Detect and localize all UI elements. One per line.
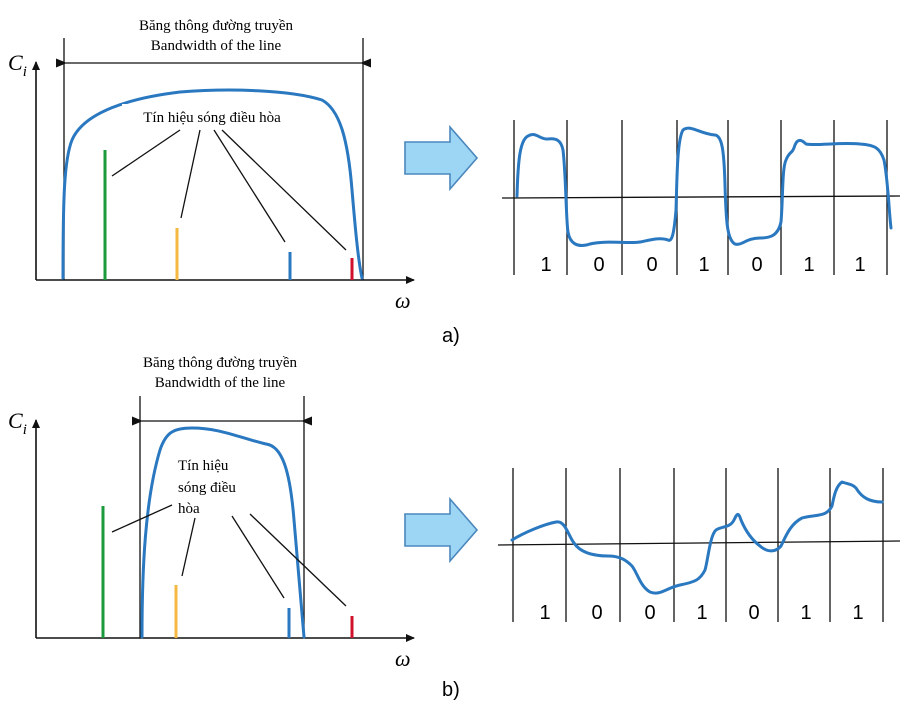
panel-b: Ci ω Băng thông đường truyền Bandwidth o…	[8, 355, 901, 701]
harmonics-label: Tín hiệu sóng điều hòa	[143, 110, 281, 126]
harmonics-label-bg	[122, 104, 302, 128]
bit-label: 0	[593, 254, 604, 276]
bit-label: 1	[800, 602, 811, 624]
bandwidth-title-en: Bandwidth of the line	[155, 375, 286, 391]
time-axis	[501, 195, 901, 199]
leader-line-2	[181, 517, 196, 577]
x-axis-label: ω	[395, 288, 411, 313]
bandwidth-title-vi: Băng thông đường truyền	[139, 18, 293, 34]
received-signal-b	[510, 480, 884, 595]
svg-text:Tín hiệu: Tín hiệu	[178, 458, 229, 474]
bandwidth-title-en: Bandwidth of the line	[151, 38, 282, 54]
bit-label: 1	[539, 602, 550, 624]
bit-label: 1	[803, 254, 814, 276]
bandwidth-title-vi: Băng thông đường truyền	[143, 355, 297, 371]
bit-label: 1	[698, 254, 709, 276]
bit-dividers	[512, 468, 884, 622]
bit-label: 1	[696, 602, 707, 624]
received-signal-a	[515, 126, 893, 247]
bit-label: 1	[540, 254, 551, 276]
bit-label: 0	[646, 254, 657, 276]
panel-a: Ci ω Băng thông đường truyền Bandwidth o…	[8, 18, 901, 347]
bit-label: 0	[644, 602, 655, 624]
panel-caption-b: b)	[442, 679, 460, 701]
leader-line-3	[231, 515, 285, 599]
bit-label: 1	[854, 254, 865, 276]
harmonics-label-bg	[170, 452, 252, 518]
harmonics-label: Tín hiệu sóng điều hòa	[178, 458, 236, 517]
y-axis-label: Ci	[8, 408, 27, 438]
svg-text:hòa: hòa	[178, 501, 200, 517]
bit-label: 0	[751, 254, 762, 276]
arrow-right-icon	[404, 496, 479, 564]
panel-caption-a: a)	[442, 325, 460, 347]
leader-line-2	[180, 129, 201, 219]
bit-label: 1	[852, 602, 863, 624]
arrow-right-icon	[404, 124, 479, 192]
leader-line-4	[249, 513, 347, 607]
leader-line-1	[111, 129, 181, 177]
leader-line-1	[111, 504, 173, 533]
leader-line-3	[213, 129, 286, 243]
svg-text:sóng điều: sóng điều	[178, 480, 236, 496]
bit-label: 0	[748, 602, 759, 624]
bit-labels-a: 1 0 0 1 0 1 1	[540, 254, 865, 276]
y-axis-label: Ci	[8, 50, 27, 80]
bit-labels-b: 1 0 0 1 0 1 1	[539, 602, 863, 624]
x-axis-label: ω	[395, 646, 411, 671]
passband-curve	[61, 88, 364, 280]
leader-line-4	[221, 129, 347, 251]
bit-label: 0	[591, 602, 602, 624]
time-axis	[497, 540, 901, 546]
passband-curve	[140, 426, 306, 639]
